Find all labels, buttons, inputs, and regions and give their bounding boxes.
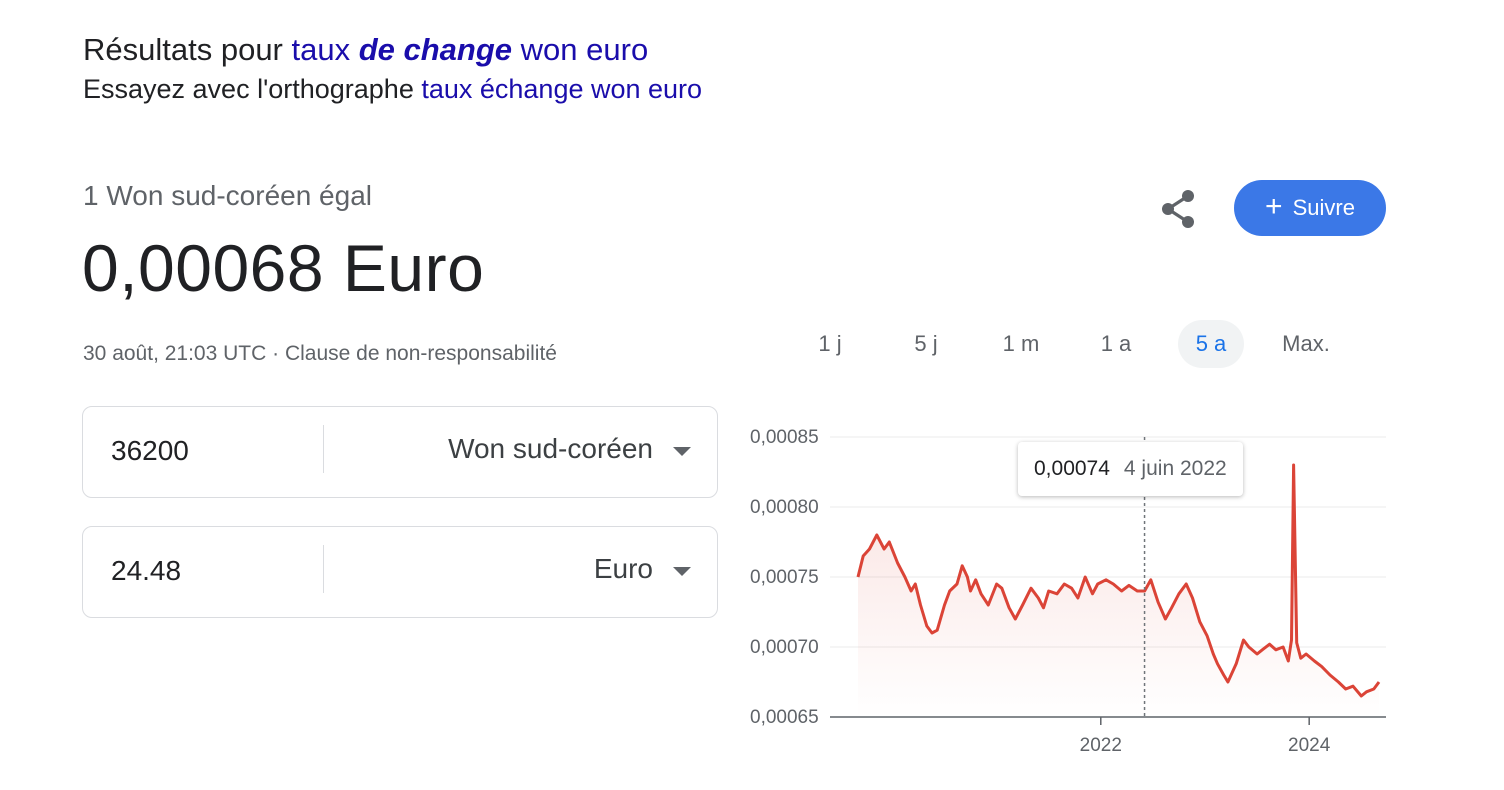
spelling-suggestion-link[interactable]: taux échange won euro [421,74,703,104]
to-amount-input[interactable] [111,555,311,587]
y-tick-label: 0,00065 [750,707,819,728]
range-tab-1d[interactable]: 1 j [818,331,842,356]
field-divider [323,545,324,593]
query-link-part1[interactable]: taux [291,32,359,67]
share-button[interactable] [1152,184,1204,234]
query-link-part2[interactable]: won euro [512,32,649,67]
follow-label: Suivre [1292,195,1355,220]
field-divider [323,425,324,473]
plus-icon: + [1265,190,1283,223]
to-currency-select[interactable]: Euro [593,553,653,584]
disclaimer-link[interactable]: Clause de non-responsabilité [284,342,557,365]
query-link-emphasis[interactable]: de change [358,32,513,67]
range-tab-1m[interactable]: 1 m [1002,331,1040,356]
range-tab-1y[interactable]: 1 a [1100,331,1132,356]
tooltip-date: 4 juin 2022 [1123,457,1227,480]
timestamp-line: 30 août, 21:03 UTC · Clause de non-respo… [83,342,557,366]
separator: · [266,342,285,365]
from-currency-box: Won sud-coréen [82,406,718,498]
equals-label: 1 Won sud-coréen égal [83,180,372,211]
range-tab-5d[interactable]: 5 j [914,331,938,356]
x-tick-label: 2024 [1288,735,1331,756]
x-tick-label: 2022 [1080,735,1122,756]
y-tick-label: 0,00075 [750,567,819,588]
to-currency-box: Euro [82,526,718,618]
range-tab-max[interactable]: Max. [1282,331,1330,356]
y-tick-label: 0,00070 [750,637,819,658]
from-currency-select[interactable]: Won sud-coréen [448,433,653,464]
series-area [858,465,1379,717]
range-tab-5y[interactable]: 5 a [1178,320,1244,368]
chevron-down-icon[interactable] [673,567,691,576]
tooltip-value: 0,00074 [1034,457,1110,480]
spelling-suggestion: Essayez avec l'orthographe taux échange … [83,74,702,105]
conversion-value: 0,00068 Euro [82,231,485,305]
share-icon [1162,190,1194,228]
series-line [856,463,1381,698]
spelling-prefix: Essayez avec l'orthographe [83,74,422,104]
chevron-down-icon[interactable] [673,447,691,456]
chart-tooltip: 0,00074 4 juin 2022 [1018,442,1243,496]
timestamp: 30 août, 21:03 UTC [83,342,267,365]
exchange-rate-chart[interactable]: 0,00085 0,00080 0,00075 0,00070 0,00065 2022 2… [740,420,1400,765]
results-heading: Résultats pour taux de change won euro [83,32,648,68]
from-amount-input[interactable] [111,435,311,467]
y-tick-label: 0,00080 [750,497,819,518]
follow-button[interactable]: + Suivre [1234,180,1386,236]
y-tick-label: 0,00085 [750,427,819,448]
results-prefix: Résultats pour [83,32,292,67]
